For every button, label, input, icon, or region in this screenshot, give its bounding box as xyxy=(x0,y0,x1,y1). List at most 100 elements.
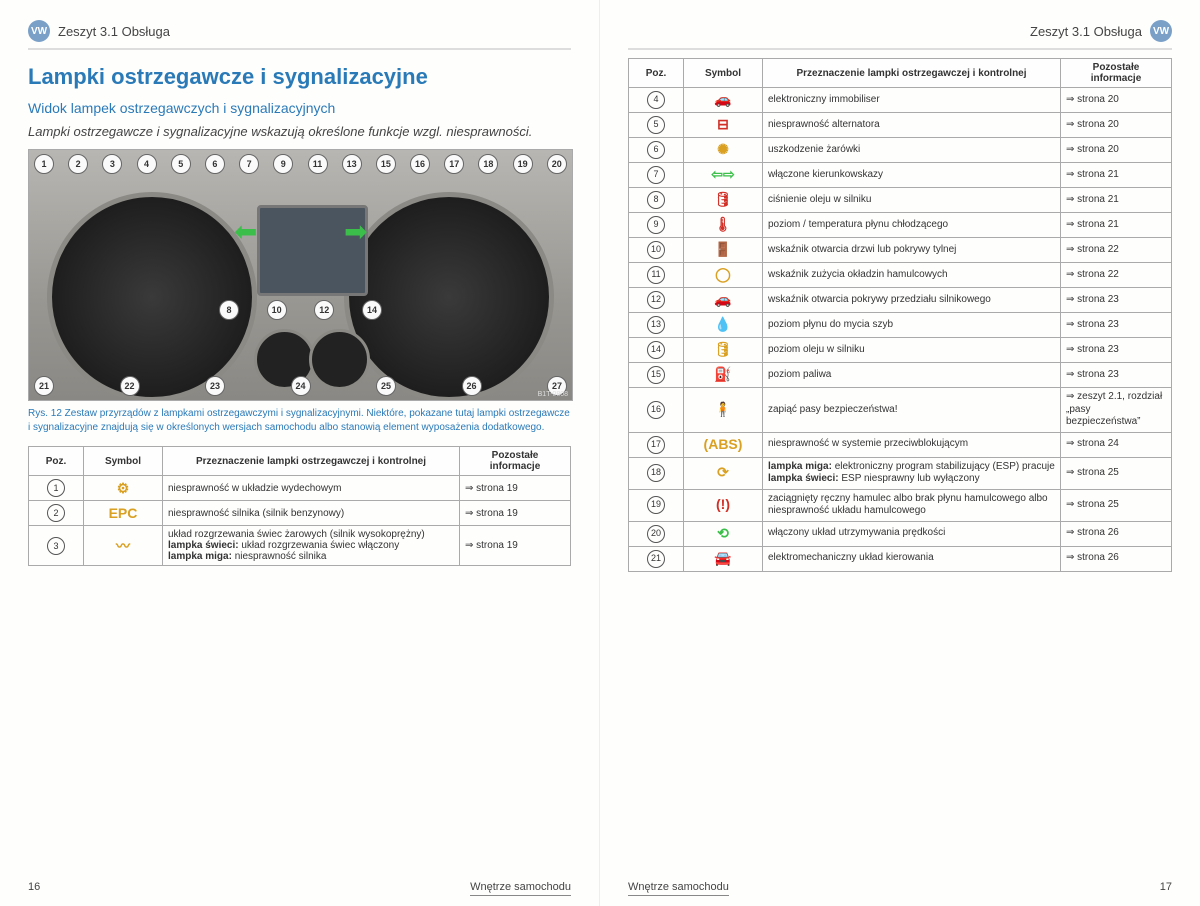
symbol-icon: 🚗 xyxy=(684,288,763,313)
desc-cell: poziom / temperatura płynu chłodzącego xyxy=(763,213,1061,238)
table-row: 19(!)zaciągnięty ręczny hamulec albo bra… xyxy=(629,489,1172,521)
symbol-icon: EPC xyxy=(84,501,163,526)
pos-badge: 17 xyxy=(647,436,665,454)
th-desc: Przeznaczenie lampki ostrzegawczej i kon… xyxy=(763,59,1061,88)
footer-section: Wnętrze samochodu xyxy=(628,881,729,896)
vw-logo-icon: VW xyxy=(28,20,50,42)
info-cell: ⇒ strona 26 xyxy=(1061,521,1172,546)
info-cell: ⇒ strona 25 xyxy=(1061,457,1172,489)
pos-badge: 9 xyxy=(647,216,665,234)
symbol-icon: 💧 xyxy=(684,313,763,338)
info-cell: ⇒ strona 22 xyxy=(1061,238,1172,263)
table-row: 14🛢poziom oleju w silniku⇒ strona 23 xyxy=(629,338,1172,363)
pos-badge: 1 xyxy=(47,479,65,497)
symbol-icon: (ABS) xyxy=(684,432,763,457)
callout-2: 2 xyxy=(68,154,88,174)
table-row: 4🚗elektroniczny immobiliser⇒ strona 20 xyxy=(629,88,1172,113)
footer-right: Wnętrze samochodu 17 xyxy=(628,875,1172,896)
desc-cell: niesprawność w układzie wydechowym xyxy=(163,476,460,501)
info-cell: ⇒ strona 23 xyxy=(1061,288,1172,313)
pos-badge: 18 xyxy=(647,464,665,482)
callout-7: 7 xyxy=(239,154,259,174)
info-cell: ⇒ strona 21 xyxy=(1061,213,1172,238)
desc-cell: włączony układ utrzymywania prędkości xyxy=(763,521,1061,546)
subtitle: Widok lampek ostrzegawczych i sygnalizac… xyxy=(28,100,571,116)
table-row: 5⊟niesprawność alternatora⇒ strona 20 xyxy=(629,113,1172,138)
symbol-icon: ⇦⇨ xyxy=(684,163,763,188)
footer-left: 16 Wnętrze samochodu xyxy=(28,875,571,896)
callout-4: 4 xyxy=(137,154,157,174)
th-pos: Poz. xyxy=(29,447,84,476)
table-row: 7 ⇦⇨włączone kierunkowskazy⇒ strona 21 xyxy=(629,163,1172,188)
th-desc: Przeznaczenie lampki ostrzegawczej i kon… xyxy=(163,447,460,476)
info-cell: ⇒ strona 19 xyxy=(460,526,571,566)
chapter-title: Zeszyt 3.1 Obsługa xyxy=(58,24,170,39)
table-row: 10 🚪wskaźnik otwarcia drzwi lub pokrywy t… xyxy=(629,238,1172,263)
pos-badge: 19 xyxy=(647,496,665,514)
callout-5: 5 xyxy=(171,154,191,174)
pos-badge: 20 xyxy=(647,525,665,543)
callout-1: 1 xyxy=(34,154,54,174)
table-row: 20⟲włączony układ utrzymywania prędkości… xyxy=(629,521,1172,546)
desc-cell: ciśnienie oleju w silniku xyxy=(763,188,1061,213)
info-cell: ⇒ strona 23 xyxy=(1061,313,1172,338)
info-cell: ⇒ strona 21 xyxy=(1061,163,1172,188)
table-row: 12🚗wskaźnik otwarcia pokrywy przedziału … xyxy=(629,288,1172,313)
callout-23: 23 xyxy=(205,376,225,396)
callout-21: 21 xyxy=(34,376,54,396)
symbol-icon: 🧍 xyxy=(684,388,763,433)
callout-12: 12 xyxy=(314,300,334,320)
table-row: 2EPCniesprawność silnika (silnik benzyno… xyxy=(29,501,571,526)
dashboard-figure: ⬅ ⬅ 123456791113151617181920 8101214 212… xyxy=(28,149,573,401)
info-cell: ⇒ strona 21 xyxy=(1061,188,1172,213)
desc-cell: zapiąć pasy bezpieczeństwa! xyxy=(763,388,1061,433)
symbol-icon: 🌡 xyxy=(684,213,763,238)
desc-cell: zaciągnięty ręczny hamulec albo brak pły… xyxy=(763,489,1061,521)
page-number-right: 17 xyxy=(1160,881,1172,896)
desc-cell: uszkodzenie żarówki xyxy=(763,138,1061,163)
table-row: 3〰układ rozgrzewania świec żarowych (sil… xyxy=(29,526,571,566)
pos-badge: 7 xyxy=(647,166,665,184)
info-cell: ⇒ strona 25 xyxy=(1061,489,1172,521)
table-row: 17(ABS)niesprawność w systemie przeciwbl… xyxy=(629,432,1172,457)
desc-cell: włączone kierunkowskazy xyxy=(763,163,1061,188)
lead-text: Lampki ostrzegawcze i sygnalizacyjne wsk… xyxy=(28,124,571,139)
chapter-title-right: Zeszyt 3.1 Obsługa xyxy=(1030,24,1142,39)
symbol-icon: 🚗 xyxy=(684,88,763,113)
info-cell: ⇒ strona 20 xyxy=(1061,138,1172,163)
symbol-icon: ⟳ xyxy=(684,457,763,489)
th-sym: Symbol xyxy=(684,59,763,88)
info-cell: ⇒ strona 20 xyxy=(1061,113,1172,138)
callout-16: 16 xyxy=(410,154,430,174)
pos-badge: 8 xyxy=(647,191,665,209)
pos-badge: 15 xyxy=(647,366,665,384)
warning-table-left: Poz. Symbol Przeznaczenie lampki ostrzeg… xyxy=(28,446,571,566)
figure-code: B1T-0808 xyxy=(538,391,568,398)
pos-badge: 16 xyxy=(647,401,665,419)
callout-14: 14 xyxy=(362,300,382,320)
pos-badge: 14 xyxy=(647,341,665,359)
desc-cell: niesprawność silnika (silnik benzynowy) xyxy=(163,501,460,526)
symbol-icon: ⊟ xyxy=(684,113,763,138)
symbol-icon: 🚪 xyxy=(684,238,763,263)
symbol-icon: 🛢 xyxy=(684,338,763,363)
desc-cell: poziom paliwa xyxy=(763,363,1061,388)
th-sym: Symbol xyxy=(84,447,163,476)
symbol-icon: 🛢 xyxy=(684,188,763,213)
pos-badge: 13 xyxy=(647,316,665,334)
table-row: 6✺uszkodzenie żarówki⇒ strona 20 xyxy=(629,138,1172,163)
desc-cell: elektromechaniczny układ kierowania xyxy=(763,546,1061,571)
table-row: 18⟳lampka miga: elektroniczny program st… xyxy=(629,457,1172,489)
desc-cell: poziom płynu do mycia szyb xyxy=(763,313,1061,338)
desc-cell: wskaźnik otwarcia pokrywy przedziału sil… xyxy=(763,288,1061,313)
info-cell: ⇒ strona 26 xyxy=(1061,546,1172,571)
footer-section: Wnętrze samochodu xyxy=(470,881,571,896)
desc-cell: układ rozgrzewania świec żarowych (silni… xyxy=(163,526,460,566)
desc-cell: wskaźnik otwarcia drzwi lub pokrywy tyln… xyxy=(763,238,1061,263)
page-number-left: 16 xyxy=(28,881,40,896)
pos-badge: 21 xyxy=(647,550,665,568)
table-row: 16🧍zapiąć pasy bezpieczeństwa!⇒ zeszyt 2… xyxy=(629,388,1172,433)
pos-badge: 10 xyxy=(647,241,665,259)
warning-table-right: Poz. Symbol Przeznaczenie lampki ostrzeg… xyxy=(628,58,1172,572)
th-info: Pozostałe informacje xyxy=(1061,59,1172,88)
